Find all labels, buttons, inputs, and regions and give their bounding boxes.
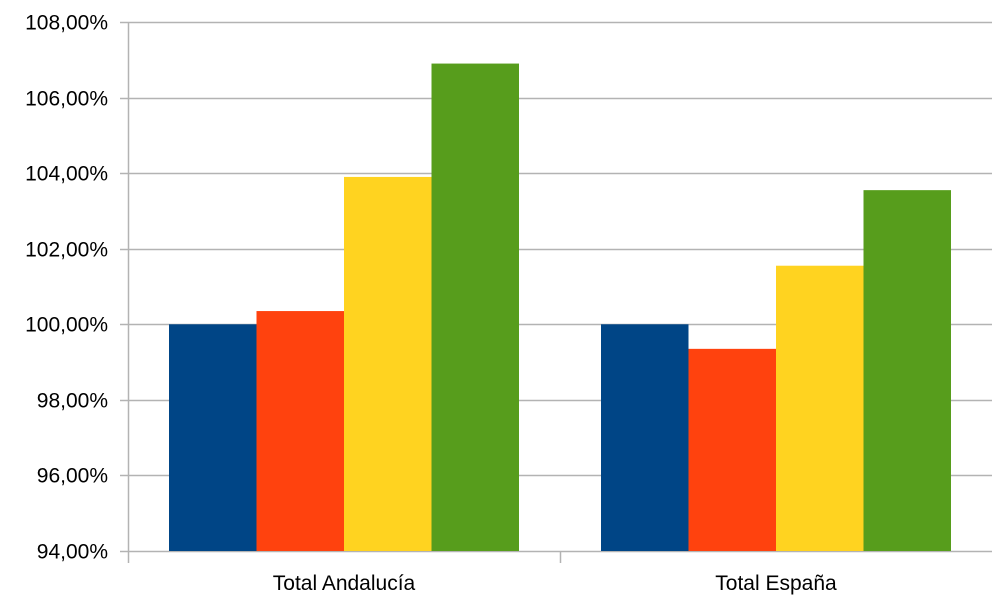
y-tick-label: 102,00%	[25, 239, 108, 262]
y-tick-label: 100,00%	[25, 314, 108, 337]
bar	[344, 176, 432, 551]
bar	[601, 324, 689, 551]
y-tick-label: 96,00%	[37, 465, 108, 488]
bar	[256, 311, 344, 551]
y-axis-tick-labels: 94,00% 96,00% 98,00% 100,00% 102,00% 104,00% 1…	[25, 12, 108, 564]
x-category-label: Total Andalucía	[273, 572, 416, 595]
y-tick-label: 94,00%	[37, 541, 108, 564]
y-tick-label: 106,00%	[25, 88, 108, 111]
y-tick-label: 108,00%	[25, 12, 108, 35]
x-category-label: Total España	[715, 572, 837, 595]
bar	[863, 190, 951, 551]
x-axis-category-labels: Total Andalucía Total España	[273, 572, 837, 595]
y-tick-label: 104,00%	[25, 163, 108, 186]
bar	[431, 63, 519, 552]
axes	[120, 21, 562, 563]
bar	[169, 324, 257, 551]
bar	[688, 348, 776, 551]
bar	[776, 265, 864, 551]
y-tick-label: 98,00%	[37, 390, 108, 413]
bars	[169, 63, 951, 552]
